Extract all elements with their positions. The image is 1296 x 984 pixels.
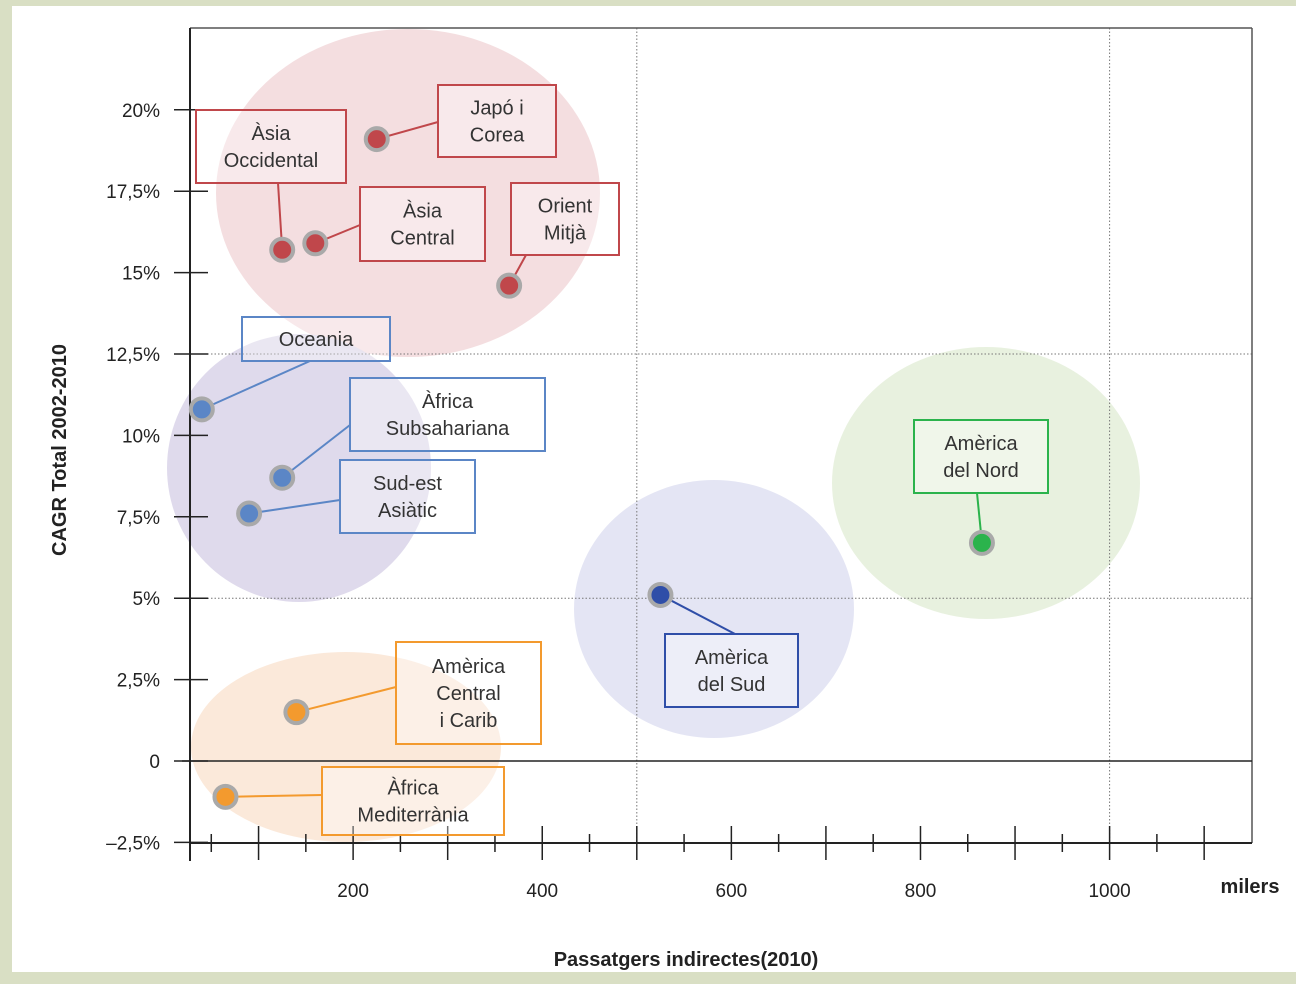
point-label-box (913, 419, 1049, 494)
point-label: Central (390, 228, 454, 250)
x-axis-title: Passatgers indirectes(2010) (554, 949, 819, 971)
leader-line (248, 499, 341, 515)
x-tick-label: 600 (716, 881, 748, 902)
point-label: Àfrica (387, 777, 439, 800)
data-point (647, 581, 674, 608)
y-tick-label: 10% (122, 426, 160, 447)
data-point (496, 272, 523, 299)
y-tick-label: 17,5% (106, 182, 160, 203)
point-label: Amèrica (944, 433, 1018, 455)
data-point (269, 236, 296, 263)
leader-line (225, 794, 323, 798)
caribbean-africa-cluster-bubble (191, 652, 501, 842)
point-label-box (195, 109, 347, 184)
point-label: del Nord (943, 460, 1019, 482)
x-axis-ticks: 200 400 600 800 1000 (210, 826, 1205, 902)
label-boxes: Japó i Corea Àsia Occidental Àsia Central Orie… (195, 84, 1049, 836)
point-label: Amèrica (432, 656, 506, 678)
leader-line (281, 424, 351, 479)
y-tick-label: 12,5% (106, 345, 160, 366)
y-tick-label: 2,5% (117, 671, 160, 692)
point-label: Àsia (403, 200, 443, 223)
y-axis-ticks: 20% 17,5% 15% 12,5% 10% 7,5% 5% 2,5% 0 –2,5% (106, 101, 208, 854)
point-label: Corea (470, 125, 525, 147)
data-point (188, 396, 215, 423)
point-label: Oceania (279, 329, 354, 351)
leader-line (659, 594, 736, 635)
data-point (236, 500, 263, 527)
point-label-box (339, 459, 476, 534)
point-label-box (349, 377, 546, 452)
point-label: Asiàtic (378, 500, 437, 522)
point-label-box (321, 766, 505, 836)
point-label: Japó i (470, 98, 523, 120)
grid-lines (190, 28, 1252, 843)
point-label: Central (436, 683, 500, 705)
point-label-box (664, 633, 799, 708)
point-label: Sud-est (373, 473, 442, 495)
point-label-box (395, 641, 542, 745)
point-label-box (359, 186, 486, 262)
data-point (363, 126, 390, 153)
x-tick-label: 800 (905, 881, 937, 902)
south-america-bubble (574, 480, 854, 738)
data-point (212, 783, 239, 810)
point-label-box (241, 316, 391, 362)
leader-line (296, 686, 397, 714)
y-tick-label: 0 (149, 752, 160, 773)
point-label: Àfrica (422, 390, 474, 413)
point-label: i Carib (440, 710, 498, 732)
y-tick-label: 15% (122, 264, 160, 285)
y-tick-label: 5% (133, 589, 161, 610)
data-point (302, 230, 329, 257)
point-label: Mediterrània (357, 805, 469, 827)
point-label: Subsahariana (386, 418, 510, 440)
y-tick-label: –2,5% (106, 833, 160, 854)
asia-pacific-cluster-bubble (167, 334, 431, 602)
y-tick-label: 7,5% (117, 508, 160, 529)
point-label: Orient (538, 196, 593, 218)
point-label: Àsia (252, 122, 292, 145)
x-tick-label: 1000 (1088, 881, 1130, 902)
x-axis-unit: milers (1221, 876, 1280, 898)
data-point (283, 699, 310, 726)
data-points (188, 126, 995, 810)
leader-line (201, 360, 311, 411)
x-tick-label: 400 (526, 881, 558, 902)
point-label: Mitjà (544, 223, 587, 245)
y-tick-label: 20% (122, 101, 160, 122)
data-point (269, 464, 296, 491)
point-label: Amèrica (695, 647, 769, 669)
point-label: Occidental (224, 150, 319, 172)
point-label-box (437, 84, 557, 158)
north-america-bubble (832, 347, 1140, 619)
x-tick-label: 200 (337, 881, 369, 902)
point-label-box (510, 182, 620, 256)
y-axis-title: CAGR Total 2002-2010 (49, 344, 71, 556)
data-point (968, 529, 995, 556)
point-label: del Sud (698, 674, 766, 696)
axes (182, 27, 1253, 861)
